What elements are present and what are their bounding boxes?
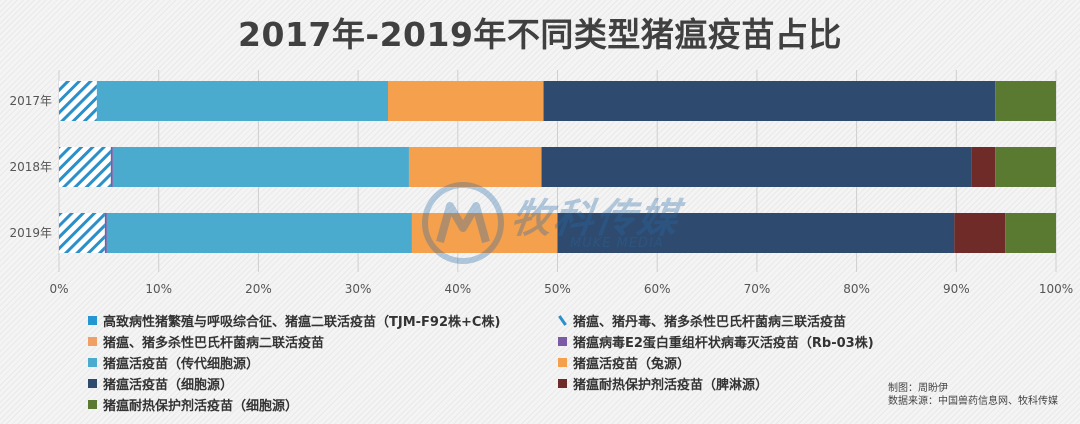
legend-label: 猪瘟活疫苗（传代细胞源）	[103, 356, 260, 372]
bar-segment	[408, 147, 542, 187]
x-axis-labels: 0% 10% 20% 30% 40% 50% 60% 70% 80% 90% 100%	[49, 282, 1073, 296]
legend-label: 猪瘟耐热保护剂活疫苗（细胞源）	[103, 398, 299, 414]
y-category-label: 2018年	[9, 160, 52, 174]
bar-segment	[388, 81, 544, 121]
legend-item: 猪瘟活疫苗（兔源）	[558, 352, 888, 372]
bar-segment	[59, 81, 97, 121]
legend-swatch	[88, 336, 97, 346]
x-tick-label: 50%	[544, 282, 571, 296]
legend-label: 猪瘟、猪丹毒、猪多杀性巴氏杆菌病三联活疫苗	[573, 314, 847, 330]
legend-item: 猪瘟、猪多杀性巴氏杆菌病二联活疫苗	[88, 331, 558, 351]
bar-segment	[106, 213, 412, 253]
bar-segment	[1005, 213, 1056, 253]
x-tick-label: 30%	[345, 282, 372, 296]
legend-item: 猪瘟病毒E2蛋白重组杆状病毒灭活疫苗（Rb-03株)	[558, 331, 888, 351]
legend-swatch	[88, 315, 97, 325]
legend-item: 猪瘟、猪丹毒、猪多杀性巴氏杆菌病三联活疫苗	[558, 310, 888, 330]
bar-segment	[954, 213, 1006, 253]
credit-note: 制图：周盼伊 数据来源：中国兽药信息网、牧科传媒	[888, 382, 1058, 408]
chart-title: 2017年-2019年不同类型猪瘟疫苗占比	[238, 15, 842, 54]
bar-segment	[541, 147, 972, 187]
x-tick-label: 20%	[245, 282, 272, 296]
legend-label: 猪瘟病毒E2蛋白重组杆状病毒灭活疫苗（Rb-03株)	[573, 335, 874, 351]
credit-source: 数据来源：中国兽药信息网、牧科传媒	[888, 396, 1058, 407]
legend-swatch	[558, 378, 567, 388]
credit-author: 制图：周盼伊	[888, 383, 948, 394]
x-tick-label: 60%	[644, 282, 671, 296]
legend: 高致病性猪繁殖与呼吸综合征、猪瘟二联活疫苗（TJM-F92株+C株) 猪瘟、猪丹毒…	[88, 310, 888, 414]
x-tick-label: 100%	[1039, 282, 1073, 296]
x-tick-label: 80%	[843, 282, 870, 296]
x-tick-label: 0%	[49, 282, 68, 296]
bar-segment	[112, 147, 409, 187]
bars	[59, 81, 1056, 253]
bar-segment	[59, 147, 111, 187]
legend-label: 猪瘟、猪多杀性巴氏杆菌病二联活疫苗	[103, 335, 325, 351]
x-tick-label: 40%	[444, 282, 471, 296]
y-category-label: 2017年	[9, 94, 52, 108]
y-category-label: 2019年	[9, 226, 52, 240]
bar-segment	[971, 147, 996, 187]
bar-segment	[557, 213, 955, 253]
x-tick-label: 90%	[943, 282, 970, 296]
bar-segment	[96, 81, 389, 121]
legend-label: 高致病性猪繁殖与呼吸综合征、猪瘟二联活疫苗（TJM-F92株+C株)	[103, 314, 501, 330]
bar-segment	[995, 81, 1056, 121]
bar-segment	[411, 213, 558, 253]
legend-item: 高致病性猪繁殖与呼吸综合征、猪瘟二联活疫苗（TJM-F92株+C株)	[88, 310, 558, 330]
bar-segment	[110, 147, 113, 187]
legend-item: 猪瘟活疫苗（细胞源）	[88, 373, 558, 393]
legend-swatch	[88, 357, 97, 367]
legend-swatch	[88, 399, 97, 409]
bar-segment	[995, 147, 1056, 187]
legend-item: 猪瘟耐热保护剂活疫苗（脾淋源）	[558, 373, 888, 393]
legend-label: 猪瘟活疫苗（细胞源）	[103, 377, 234, 393]
legend-label: 猪瘟活疫苗（兔源）	[573, 356, 691, 372]
legend-swatch	[558, 336, 567, 346]
legend-label: 猪瘟耐热保护剂活疫苗（脾淋源）	[573, 377, 769, 393]
bar-segment	[59, 213, 105, 253]
legend-item: 猪瘟耐热保护剂活疫苗（细胞源）	[88, 394, 558, 414]
bar-segment	[104, 213, 107, 253]
legend-item: 猪瘟活疫苗（传代细胞源）	[88, 352, 558, 372]
y-axis-labels: 2017年 2018年 2019年	[9, 94, 52, 240]
legend-swatch	[558, 316, 567, 325]
x-tick-label: 10%	[145, 282, 172, 296]
stacked-bar-chart: 2017年 2018年 2019年 0% 10% 20% 30% 40% 50% 60% 70% 8…	[9, 70, 1073, 296]
bar-segment	[543, 81, 996, 121]
legend-swatch	[88, 378, 97, 388]
legend-swatch	[558, 357, 567, 367]
x-tick-label: 70%	[744, 282, 771, 296]
